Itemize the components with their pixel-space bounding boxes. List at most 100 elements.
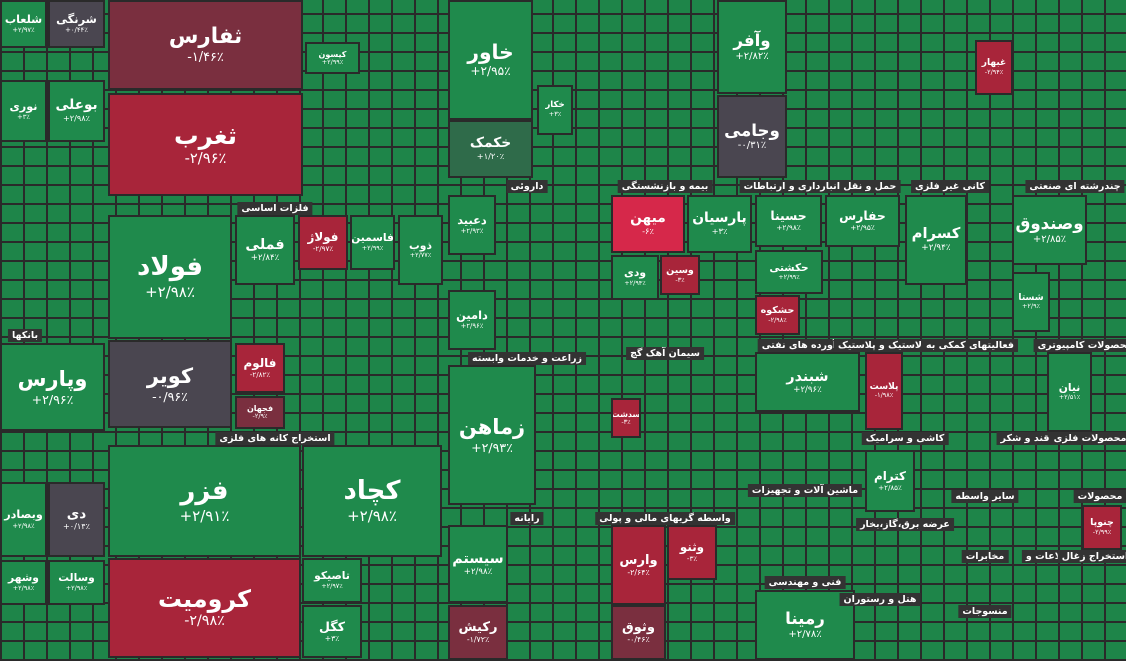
stock-change: +۳٪ bbox=[17, 113, 30, 122]
stock-name: حفارس bbox=[839, 209, 886, 224]
sector-label: فعالیتهای کمکی به bbox=[922, 339, 1018, 352]
stock-tile: پلاست -۱/۹۸٪ bbox=[865, 352, 903, 430]
stock-change: +۲/۹۷٪ bbox=[321, 581, 343, 590]
stock-change: +۲/۹۸٪ bbox=[62, 112, 90, 123]
stock-name: وشهر bbox=[8, 571, 39, 585]
sector-label: بیمه و بازنشستگی bbox=[617, 180, 713, 193]
stock-name: وپارس bbox=[17, 367, 88, 392]
stock-name: زماهن bbox=[458, 415, 526, 440]
stock-name: کترام bbox=[874, 468, 906, 483]
stock-name: نوری bbox=[9, 99, 38, 113]
stock-tile: تاصیکو +۲/۹۷٪ bbox=[302, 558, 362, 603]
stock-name: وثنو bbox=[679, 540, 705, 555]
stock-name: تاصیکو bbox=[314, 569, 350, 583]
sector-label: مخابرات bbox=[961, 550, 1009, 563]
stock-name: غبهار bbox=[981, 58, 1007, 69]
stock-tile: حسینا +۲/۹۸٪ bbox=[755, 195, 822, 247]
stock-name: شستا bbox=[1018, 292, 1044, 303]
stock-change: +۲/۹۸٪ bbox=[776, 222, 801, 232]
stock-change: +۲/۹۹٪ bbox=[361, 243, 384, 252]
stock-change: +۲/۹۸٪ bbox=[12, 521, 35, 530]
stock-name: وبصادر bbox=[4, 508, 43, 522]
stock-name: دامین bbox=[456, 308, 488, 323]
stock-tile: وشهر +۲/۹۸٪ bbox=[0, 560, 47, 605]
sector-label: سایر واسطه bbox=[951, 490, 1019, 503]
stock-tile: بوعلی +۲/۹۸٪ bbox=[48, 80, 105, 142]
stock-change: -۱/۴۶٪ bbox=[187, 49, 224, 65]
stock-change: -۲/۹۸٪ bbox=[184, 613, 225, 630]
stock-tile: وجامی -۰/۳۱٪ bbox=[717, 95, 787, 178]
stock-tile: رکیش -۱/۷۲٪ bbox=[448, 605, 508, 660]
stock-tile: نیان +۲/۵۱٪ bbox=[1047, 352, 1092, 432]
stock-name: فالوم bbox=[243, 355, 277, 370]
stock-tile: ذوب +۲/۷۷٪ bbox=[398, 215, 443, 285]
stock-change: +۲/۹۹٪ bbox=[321, 57, 344, 66]
stock-change: +۲/۹۸٪ bbox=[12, 583, 35, 592]
stock-name: سیستم bbox=[452, 550, 504, 567]
stock-name: دعبید bbox=[457, 213, 487, 228]
stock-change: -۱/۷۲٪ bbox=[466, 635, 490, 645]
sector-label: قند و شکر bbox=[996, 432, 1054, 445]
stock-tile: وپارس +۲/۹۶٪ bbox=[0, 343, 105, 431]
stock-change: -۳٪ bbox=[621, 417, 631, 426]
stock-tile: خاور +۲/۹۵٪ bbox=[448, 0, 533, 120]
sector-label: استخراج زغال bbox=[1057, 550, 1126, 563]
stock-tile: کچاد +۲/۹۸٪ bbox=[302, 445, 442, 557]
stock-change: +۲/۹۶٪ bbox=[460, 322, 484, 331]
stock-tile: رمینا +۲/۷۸٪ bbox=[755, 590, 855, 660]
stock-name: سدشت bbox=[611, 409, 641, 419]
stock-tile: کسرام +۲/۹۴٪ bbox=[905, 195, 967, 285]
stock-change: -۲/۹۹٪ bbox=[1092, 528, 1112, 537]
stock-change: +۲/۹۸٪ bbox=[347, 506, 397, 525]
stock-change: -۰/۳۱٪ bbox=[737, 140, 767, 152]
sector-label: زراعت و خدمات وابسته bbox=[468, 352, 586, 365]
stock-name: چنوپا bbox=[1090, 517, 1114, 529]
stock-change: +۰/۱۴٪ bbox=[62, 521, 90, 532]
stock-name: دی bbox=[66, 505, 87, 522]
stock-tile: فالوم -۲/۸۲٪ bbox=[235, 343, 285, 393]
stock-change: +۲/۹۹٪ bbox=[778, 273, 800, 282]
sector-label: هتل و رستوران bbox=[839, 593, 921, 606]
stock-change: -۲/۹٪ bbox=[252, 412, 268, 421]
stock-change: -۲/۹۴٪ bbox=[984, 67, 1004, 76]
stock-tile: فجهان -۲/۹٪ bbox=[235, 396, 285, 429]
stock-change: +۲/۹۸٪ bbox=[65, 583, 88, 592]
stock-change: +۳٪ bbox=[711, 225, 728, 236]
sector-label: ماشین آلات و تجهیزات bbox=[747, 484, 863, 497]
stock-tile: خکمک +۱/۲۰٪ bbox=[448, 120, 533, 178]
stock-change: +۲/۹۸٪ bbox=[145, 282, 195, 301]
stock-tile: کترام +۲/۸۵٪ bbox=[865, 450, 915, 512]
sector-label: محصولات کامپیوتری bbox=[1033, 339, 1126, 352]
sector-label: محصولات فلزی bbox=[1049, 432, 1126, 445]
sector-label: رایانه bbox=[510, 512, 544, 525]
stock-name: پارسیان bbox=[692, 210, 747, 227]
stock-tile: میهن -۶٪ bbox=[611, 195, 685, 253]
stock-name: وسین bbox=[666, 264, 694, 276]
stock-name: وآفر bbox=[733, 31, 771, 51]
sector-label: عرضه برق،گاز،بخار bbox=[856, 518, 954, 531]
stock-tile: سیستم +۲/۹۸٪ bbox=[448, 525, 508, 603]
stock-name: ودی bbox=[624, 266, 646, 280]
stock-tile: سدشت -۳٪ bbox=[611, 398, 641, 438]
stock-change: +۲/۹٪ bbox=[1021, 302, 1041, 311]
stock-tile: دعبید +۲/۹۳٪ bbox=[448, 195, 496, 255]
stock-tile: نوری +۳٪ bbox=[0, 80, 47, 142]
stock-tile: فولاد +۲/۹۸٪ bbox=[108, 215, 232, 339]
stock-name: وارس bbox=[619, 552, 658, 568]
stock-name: ذوب bbox=[409, 238, 432, 252]
stock-change: -۳٪ bbox=[686, 554, 698, 564]
stock-change: -۰/۴۶٪ bbox=[627, 635, 650, 645]
sector-label: بانکها bbox=[7, 329, 43, 342]
stock-change: +۲/۸۲٪ bbox=[735, 50, 769, 62]
stock-change: +۲/۸۵٪ bbox=[1032, 233, 1067, 245]
stock-tile: وآفر +۲/۸۲٪ bbox=[717, 0, 787, 94]
stock-change: -۲/۸۲٪ bbox=[249, 369, 271, 379]
stock-tile: غبهار -۲/۹۴٪ bbox=[975, 40, 1013, 95]
stock-name: کچاد bbox=[343, 476, 401, 507]
stock-change: -۲/۹۷٪ bbox=[312, 244, 334, 254]
stock-name: شلعاب bbox=[4, 12, 43, 26]
stock-tile: کیسون +۲/۹۹٪ bbox=[305, 42, 360, 74]
stock-change: +۲/۹۸٪ bbox=[463, 567, 493, 578]
sector-label: منسوجات bbox=[958, 605, 1012, 618]
